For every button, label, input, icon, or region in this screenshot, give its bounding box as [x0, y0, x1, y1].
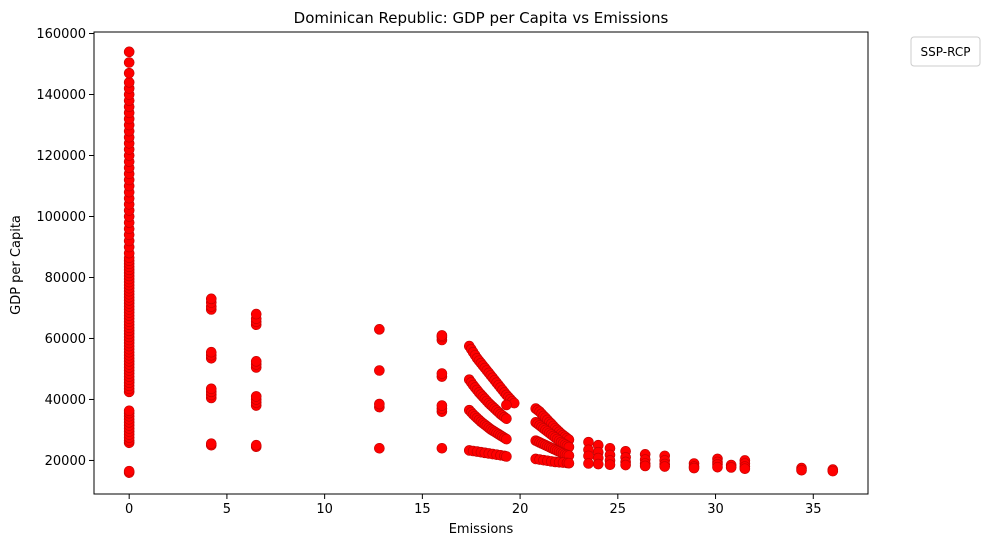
data-point [739, 463, 751, 474]
data-point [205, 383, 217, 395]
y-tick-label: 120000 [36, 149, 86, 164]
data-point [374, 324, 385, 335]
x-tick-label: 20 [512, 502, 529, 517]
data-point [250, 356, 262, 367]
y-tick-label: 60000 [45, 332, 86, 347]
x-tick-label: 25 [610, 502, 627, 517]
x-tick-label: 15 [414, 502, 431, 517]
data-point [123, 67, 135, 79]
data-point [725, 462, 737, 473]
data-point [712, 461, 723, 473]
data-points [123, 46, 839, 478]
y-tick-label: 20000 [45, 454, 86, 469]
y-axis-ticks: 20000 40000 60000 80000 100000 120000 140000 16… [36, 27, 94, 469]
data-point [592, 458, 604, 470]
y-tick-label: 100000 [36, 210, 86, 225]
data-point [659, 461, 671, 472]
data-point [563, 457, 575, 469]
data-point [374, 398, 385, 410]
data-point [205, 346, 217, 358]
data-point [501, 451, 512, 462]
data-point [501, 413, 512, 424]
x-tick-label: 30 [707, 502, 724, 517]
data-point [123, 57, 135, 68]
plot-area-frame [93, 31, 869, 495]
data-point [620, 459, 631, 471]
data-point [501, 433, 512, 445]
data-point [796, 464, 807, 476]
legend-title: SSP-RCP [921, 45, 971, 59]
legend-box [910, 36, 981, 67]
data-point [123, 46, 135, 58]
data-point [436, 442, 448, 454]
x-tick-label: 10 [316, 502, 333, 517]
data-point [688, 462, 700, 474]
chart-title: Dominican Republic: GDP per Capita vs Em… [294, 9, 669, 27]
data-point [123, 465, 135, 477]
legend: SSP-RCP [910, 36, 981, 67]
x-tick-label: 5 [223, 502, 231, 517]
data-point [374, 365, 385, 376]
data-point [436, 368, 448, 379]
x-axis-ticks: 0 5 10 15 20 25 30 35 [125, 494, 822, 517]
data-point [250, 439, 262, 451]
y-tick-label: 140000 [36, 88, 86, 103]
data-point [250, 308, 262, 320]
data-point [436, 400, 448, 411]
x-tick-label: 0 [125, 502, 133, 517]
data-point [827, 465, 839, 477]
y-tick-label: 80000 [45, 271, 86, 286]
x-tick-label: 35 [805, 502, 822, 517]
x-axis-label: Emissions [449, 522, 514, 537]
data-point [123, 405, 135, 417]
data-point [374, 442, 385, 454]
data-point [501, 399, 512, 411]
data-point [604, 459, 616, 471]
data-point [123, 77, 135, 88]
data-point [583, 458, 594, 469]
data-point [436, 330, 448, 341]
data-point [250, 391, 262, 402]
y-axis-label: GDP per Capita [9, 215, 24, 315]
data-point [205, 293, 217, 305]
data-point [205, 438, 217, 449]
y-tick-label: 160000 [36, 27, 86, 42]
data-point [639, 460, 651, 472]
y-tick-label: 40000 [45, 393, 86, 408]
